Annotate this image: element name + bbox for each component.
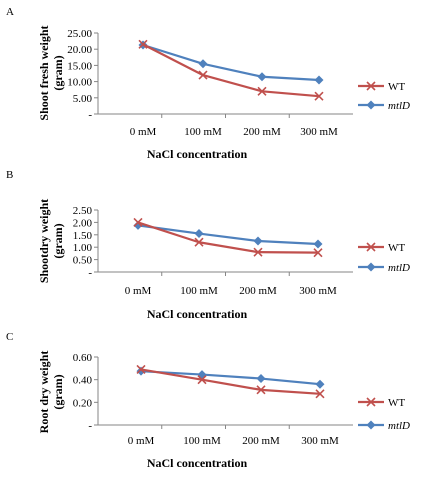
legend-label: mtlD (388, 420, 410, 432)
data-point-wt (313, 248, 323, 258)
legend-x-marker-icon (366, 242, 376, 252)
y-tick-label: 0.60 (73, 352, 93, 364)
x-tick-label: 100 mM (184, 126, 222, 138)
legend-diamond-marker-icon (366, 100, 376, 110)
y-tick-label: 15.00 (67, 60, 92, 72)
legend-label: mtlD (388, 100, 410, 112)
y-tick-label: 10.00 (67, 77, 92, 89)
chart-panel-a: A - 5.00 10.00 15.00 20.00 25.00 0 mM 100 mM 200… (0, 0, 426, 163)
chart-c: - 0.20 0.40 0.60 0 mM 100 mM 200 mM 300 mM NaCl … (37, 351, 410, 470)
y-tick-label: 2.50 (73, 205, 93, 217)
x-tick-label: 200 mM (242, 435, 280, 447)
data-point-mtld (314, 75, 324, 85)
chart-panel-b: B -0.50 1.00 1.50 2.00 2.50 0 mM 100 mM 200 mM 3… (0, 163, 426, 325)
data-point-wt (314, 91, 324, 101)
data-point-wt (136, 364, 146, 375)
legend-label: WT (388, 81, 405, 93)
y-axis-title: Shoot fresh weight(gram) (37, 25, 65, 120)
chart-b: -0.501.001.502.002.50 0 mM 100 mM 200 mM 300… (37, 199, 410, 321)
data-point-wt (197, 375, 207, 385)
panel-label: C (6, 331, 14, 343)
legend-x-marker-icon (366, 81, 376, 91)
y-axis-title-line: Shootdry weight (37, 199, 51, 283)
y-tick-label: 0.40 (73, 375, 93, 387)
x-axis-title: NaCl concentration (147, 456, 248, 470)
data-point-mtld (315, 379, 325, 389)
data-point-mtld (136, 366, 146, 376)
legend-x-marker-icon (366, 397, 376, 407)
y-tick-label: - (88, 420, 92, 432)
data-point-mtld (194, 229, 204, 239)
x-tick-label: 200 mM (239, 285, 277, 297)
series-line-wt (142, 43, 320, 98)
data-point-mtld (256, 374, 266, 384)
chart-a: - 5.00 10.00 15.00 20.00 25.00 0 mM 100 mM 200 m… (37, 25, 410, 161)
y-axis-title-line: (gram) (51, 223, 65, 258)
data-point-wt (257, 86, 267, 96)
x-tick-label: 300 mM (301, 435, 339, 447)
data-point-mtld (253, 236, 263, 246)
chart-panel-c: C - 0.20 0.40 0.60 0 mM 100 mM 200 mM 300 mM NaC… (0, 325, 426, 489)
x-tick-label: 0 mM (130, 126, 157, 138)
data-point-mtld (257, 72, 267, 82)
y-tick-label: - (88, 267, 92, 279)
y-axis-title-line: Root dry weight (37, 351, 51, 434)
y-tick-label: 1.50 (73, 230, 93, 242)
y-tick-label: - (88, 109, 92, 121)
series-line-mtld (137, 224, 319, 246)
panel-label: B (6, 169, 14, 181)
data-point-wt (253, 247, 263, 257)
panel-label: A (6, 6, 14, 18)
x-tick-label: 300 mM (299, 285, 337, 297)
x-axis-title: NaCl concentration (147, 147, 248, 161)
y-tick-label: 20.00 (67, 44, 92, 56)
y-tick-label: 25.00 (67, 28, 92, 40)
legend-label: WT (388, 242, 405, 254)
y-tick-label: 0.50 (73, 255, 93, 267)
legend-diamond-marker-icon (366, 420, 376, 430)
y-tick-label: 1.00 (73, 242, 93, 254)
series-line-mtld (140, 370, 321, 386)
series-line-wt (140, 368, 321, 395)
series-line-mtld (142, 43, 320, 82)
data-point-wt (194, 237, 204, 247)
data-point-mtld (313, 239, 323, 249)
y-axis-title-line: (gram) (51, 55, 65, 90)
y-tick-label: 0.20 (73, 397, 93, 409)
x-tick-label: 100 mM (183, 435, 221, 447)
y-tick-label: 2.00 (73, 217, 93, 229)
x-tick-label: 0 mM (128, 435, 155, 447)
series-line-wt (137, 221, 319, 254)
data-point-wt (133, 217, 143, 227)
legend-label: WT (388, 397, 405, 409)
x-tick-label: 0 mM (125, 285, 152, 297)
x-tick-label: 100 mM (180, 285, 218, 297)
y-axis-title: Root dry weight(gram) (37, 351, 65, 434)
data-point-wt (315, 389, 325, 399)
data-point-wt (198, 70, 208, 80)
legend-diamond-marker-icon (366, 262, 376, 272)
x-tick-label: 300 mM (300, 126, 338, 138)
legend-label: mtlD (388, 262, 410, 274)
y-tick-label: 5.00 (73, 93, 93, 105)
y-axis-title: Shootdry weight(gram) (37, 199, 65, 283)
x-axis-title: NaCl concentration (147, 307, 248, 321)
data-point-mtld (198, 59, 208, 69)
data-point-mtld (197, 370, 207, 380)
data-point-wt (138, 39, 148, 49)
x-tick-label: 200 mM (243, 126, 281, 138)
data-point-wt (256, 385, 266, 395)
y-axis-title-line: (gram) (51, 374, 65, 409)
y-axis-title-line: Shoot fresh weight (37, 25, 51, 120)
